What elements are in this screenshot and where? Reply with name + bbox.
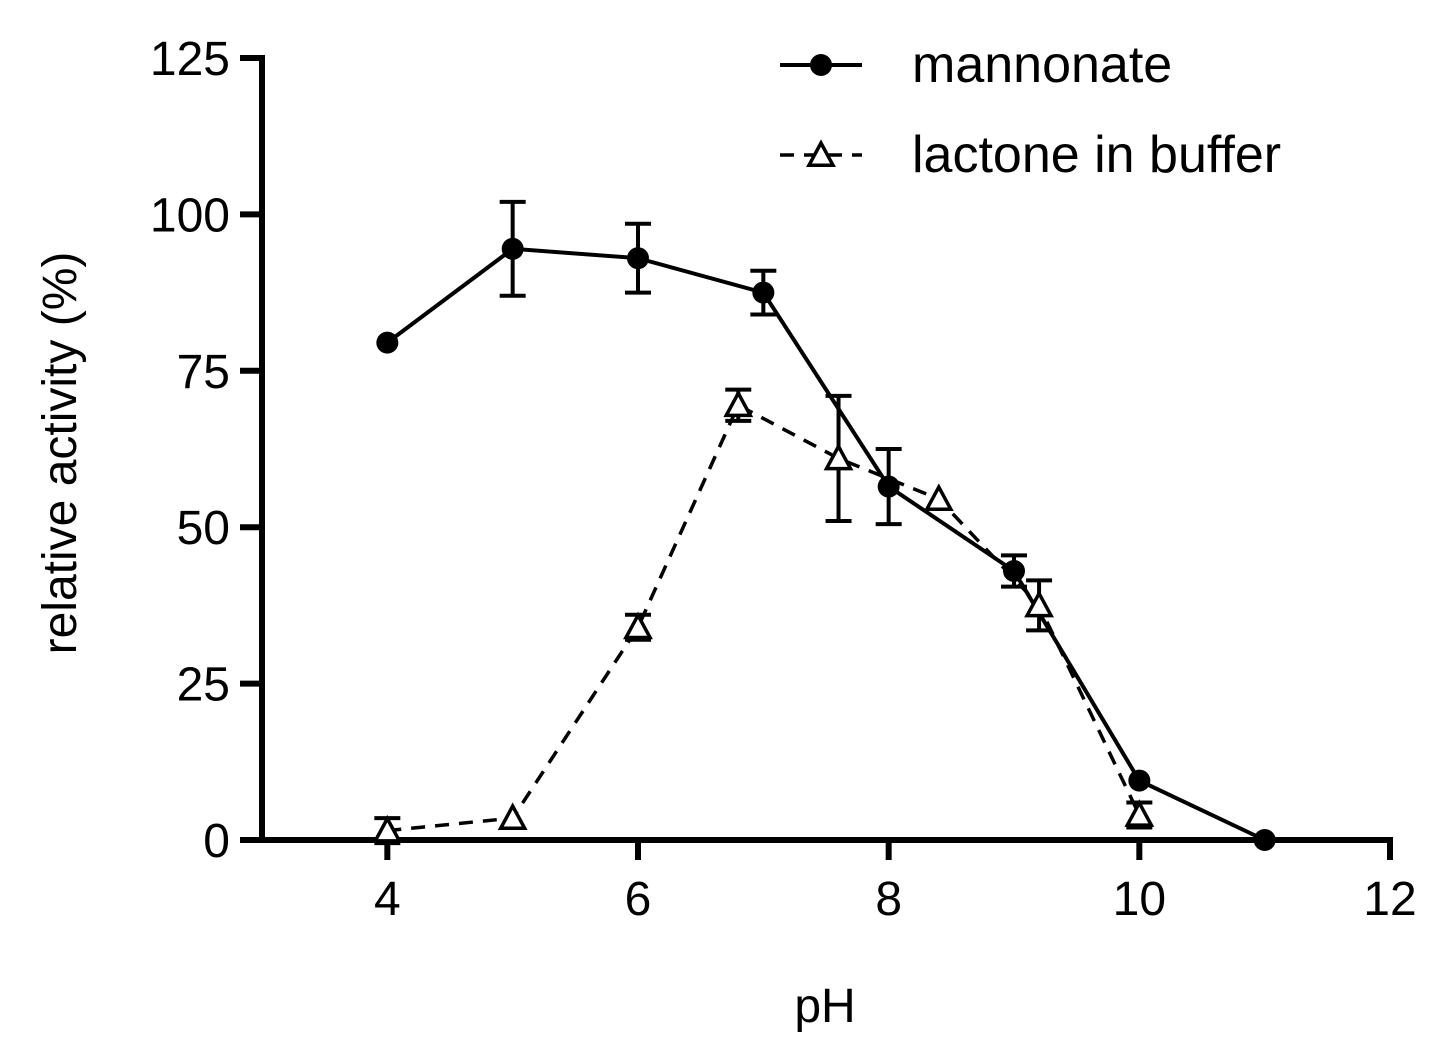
- series-line: [386, 246, 1266, 842]
- data-point: [823, 442, 854, 471]
- x-axis-label: pH: [794, 980, 855, 1033]
- data-point: [623, 611, 653, 640]
- legend-item: lactone in buffer: [780, 126, 1281, 184]
- y-axis-label: relative activity (%): [34, 252, 87, 655]
- data-point: [752, 281, 775, 304]
- axes: [259, 55, 1393, 843]
- y-tick-label: 75: [177, 346, 230, 399]
- data-point: [372, 814, 403, 843]
- series-mannonate: [376, 199, 1276, 851]
- data-point: [497, 802, 528, 831]
- y-tick-label: 0: [203, 815, 230, 868]
- data-point: [810, 54, 832, 76]
- y-tick-label: 25: [177, 659, 230, 712]
- y-tick-label: 125: [150, 33, 230, 86]
- y-tick-label: 100: [150, 189, 230, 242]
- y-tick-label: 50: [177, 502, 230, 555]
- data-point: [1253, 829, 1276, 851]
- legend: mannonate lactone in buffer: [780, 36, 1281, 184]
- data-point: [376, 331, 399, 354]
- series-line: [387, 402, 1141, 833]
- series-lactone-in-buffer: [372, 387, 1155, 846]
- data-point: [923, 483, 954, 511]
- data-point: [501, 237, 524, 260]
- ticks: 4 6 8 10 12 0 25 50 75 100 125: [150, 33, 1417, 926]
- x-tick-label: 12: [1363, 873, 1416, 926]
- x-tick-label: 10: [1113, 873, 1166, 926]
- legend-item: mannonate: [780, 36, 1172, 94]
- data-point: [1024, 589, 1055, 618]
- data-point: [1124, 799, 1155, 827]
- data-point: [723, 389, 754, 418]
- data-point: [877, 475, 900, 498]
- data-point: [806, 139, 836, 167]
- data-point: [1128, 769, 1151, 792]
- data-point: [1003, 559, 1025, 582]
- x-tick-label: 4: [374, 873, 401, 926]
- legend-label: mannonate: [912, 36, 1172, 94]
- data-point: [627, 247, 649, 270]
- x-tick-label: 6: [625, 873, 652, 926]
- x-tick-label: 8: [875, 873, 902, 926]
- legend-label: lactone in buffer: [912, 126, 1281, 184]
- series-layer: [372, 199, 1276, 851]
